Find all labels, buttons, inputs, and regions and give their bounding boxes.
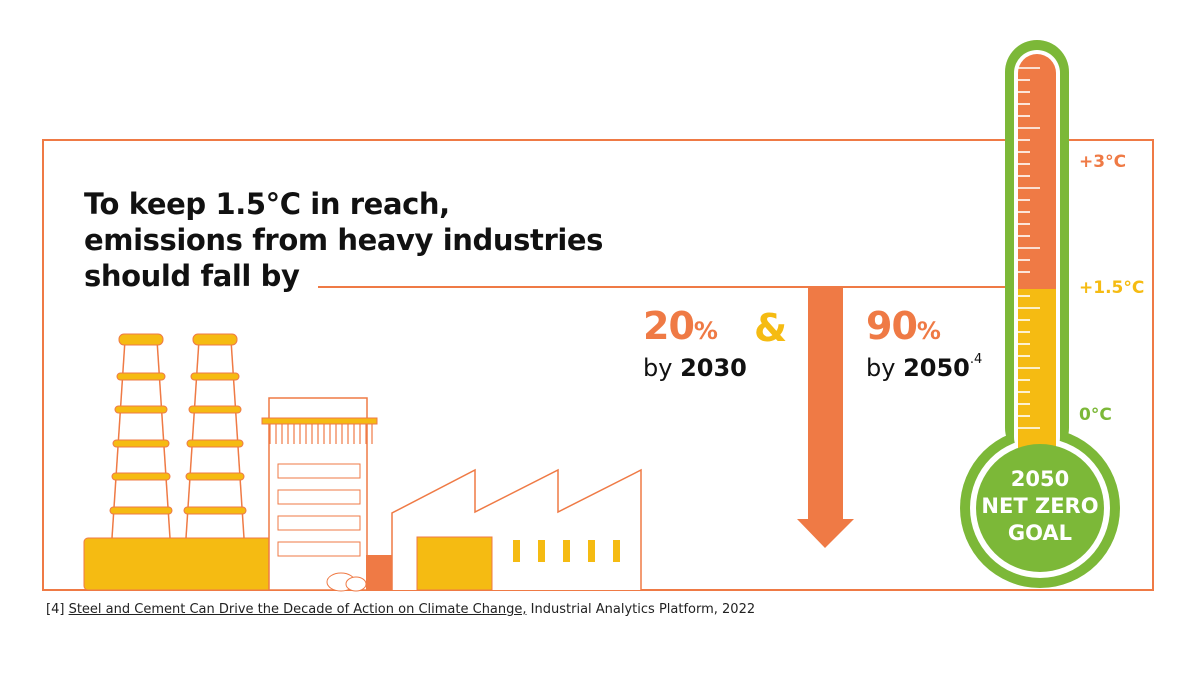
- goal-line-3: GOAL: [1007, 521, 1073, 545]
- thermometer-bulb: [976, 444, 1104, 572]
- footnote-source: Industrial Analytics Platform, 2022: [530, 602, 756, 617]
- target-2050-caption: by 2050.4: [866, 352, 983, 382]
- down-arrow-icon: [797, 287, 854, 548]
- thermometer-label-mid: +1.5°C: [1079, 278, 1145, 298]
- target-2050-sign: %: [916, 317, 941, 345]
- goal-line-2: NET ZERO: [981, 494, 1099, 518]
- headline-line-2: emissions from heavy industries: [84, 223, 604, 257]
- footnote-marker: .4: [969, 352, 983, 367]
- pipe-block: [366, 555, 392, 590]
- headline: To keep 1.5°C in reach, emissions from h…: [84, 186, 603, 294]
- ampersand: &: [754, 306, 788, 350]
- target-2050-value: 90: [866, 304, 918, 348]
- target-2030-percent: 20%: [643, 304, 718, 348]
- target-2030-year: 2030: [680, 354, 747, 382]
- factory-base: [83, 537, 273, 591]
- sawtooth-factory: [391, 468, 642, 591]
- target-2030-sign: %: [693, 317, 718, 345]
- target-2030-value: 20: [643, 304, 695, 348]
- rock-right: [345, 576, 367, 592]
- target-2050-percent: 90%: [866, 304, 941, 348]
- target-2030-prefix: by: [643, 354, 681, 382]
- thermometer-fill-yellow: [1018, 289, 1056, 449]
- thermometer-icon: [960, 40, 1120, 588]
- thermometer-label-low: 0°C: [1079, 405, 1112, 425]
- silo-building: [261, 397, 378, 591]
- footnote: [4] Steel and Cement Can Drive the Decad…: [46, 602, 755, 617]
- target-2050-year: 2050: [903, 354, 970, 382]
- headline-line-1: To keep 1.5°C in reach,: [84, 187, 450, 221]
- footnote-reference-link[interactable]: Steel and Cement Can Drive the Decade of…: [68, 602, 527, 617]
- footnote-number: [4]: [46, 602, 65, 617]
- headline-line-3: should fall by: [84, 259, 300, 293]
- chimney-2: [183, 333, 247, 539]
- chimney-1: [109, 333, 173, 539]
- factory-illustration: [83, 333, 642, 592]
- target-2030-caption: by 2030: [643, 354, 747, 382]
- net-zero-goal: 2050 NET ZERO GOAL: [978, 466, 1102, 547]
- thermometer-label-high: +3°C: [1079, 152, 1127, 172]
- goal-line-1: 2050: [1010, 467, 1070, 491]
- target-2050-prefix: by: [866, 354, 904, 382]
